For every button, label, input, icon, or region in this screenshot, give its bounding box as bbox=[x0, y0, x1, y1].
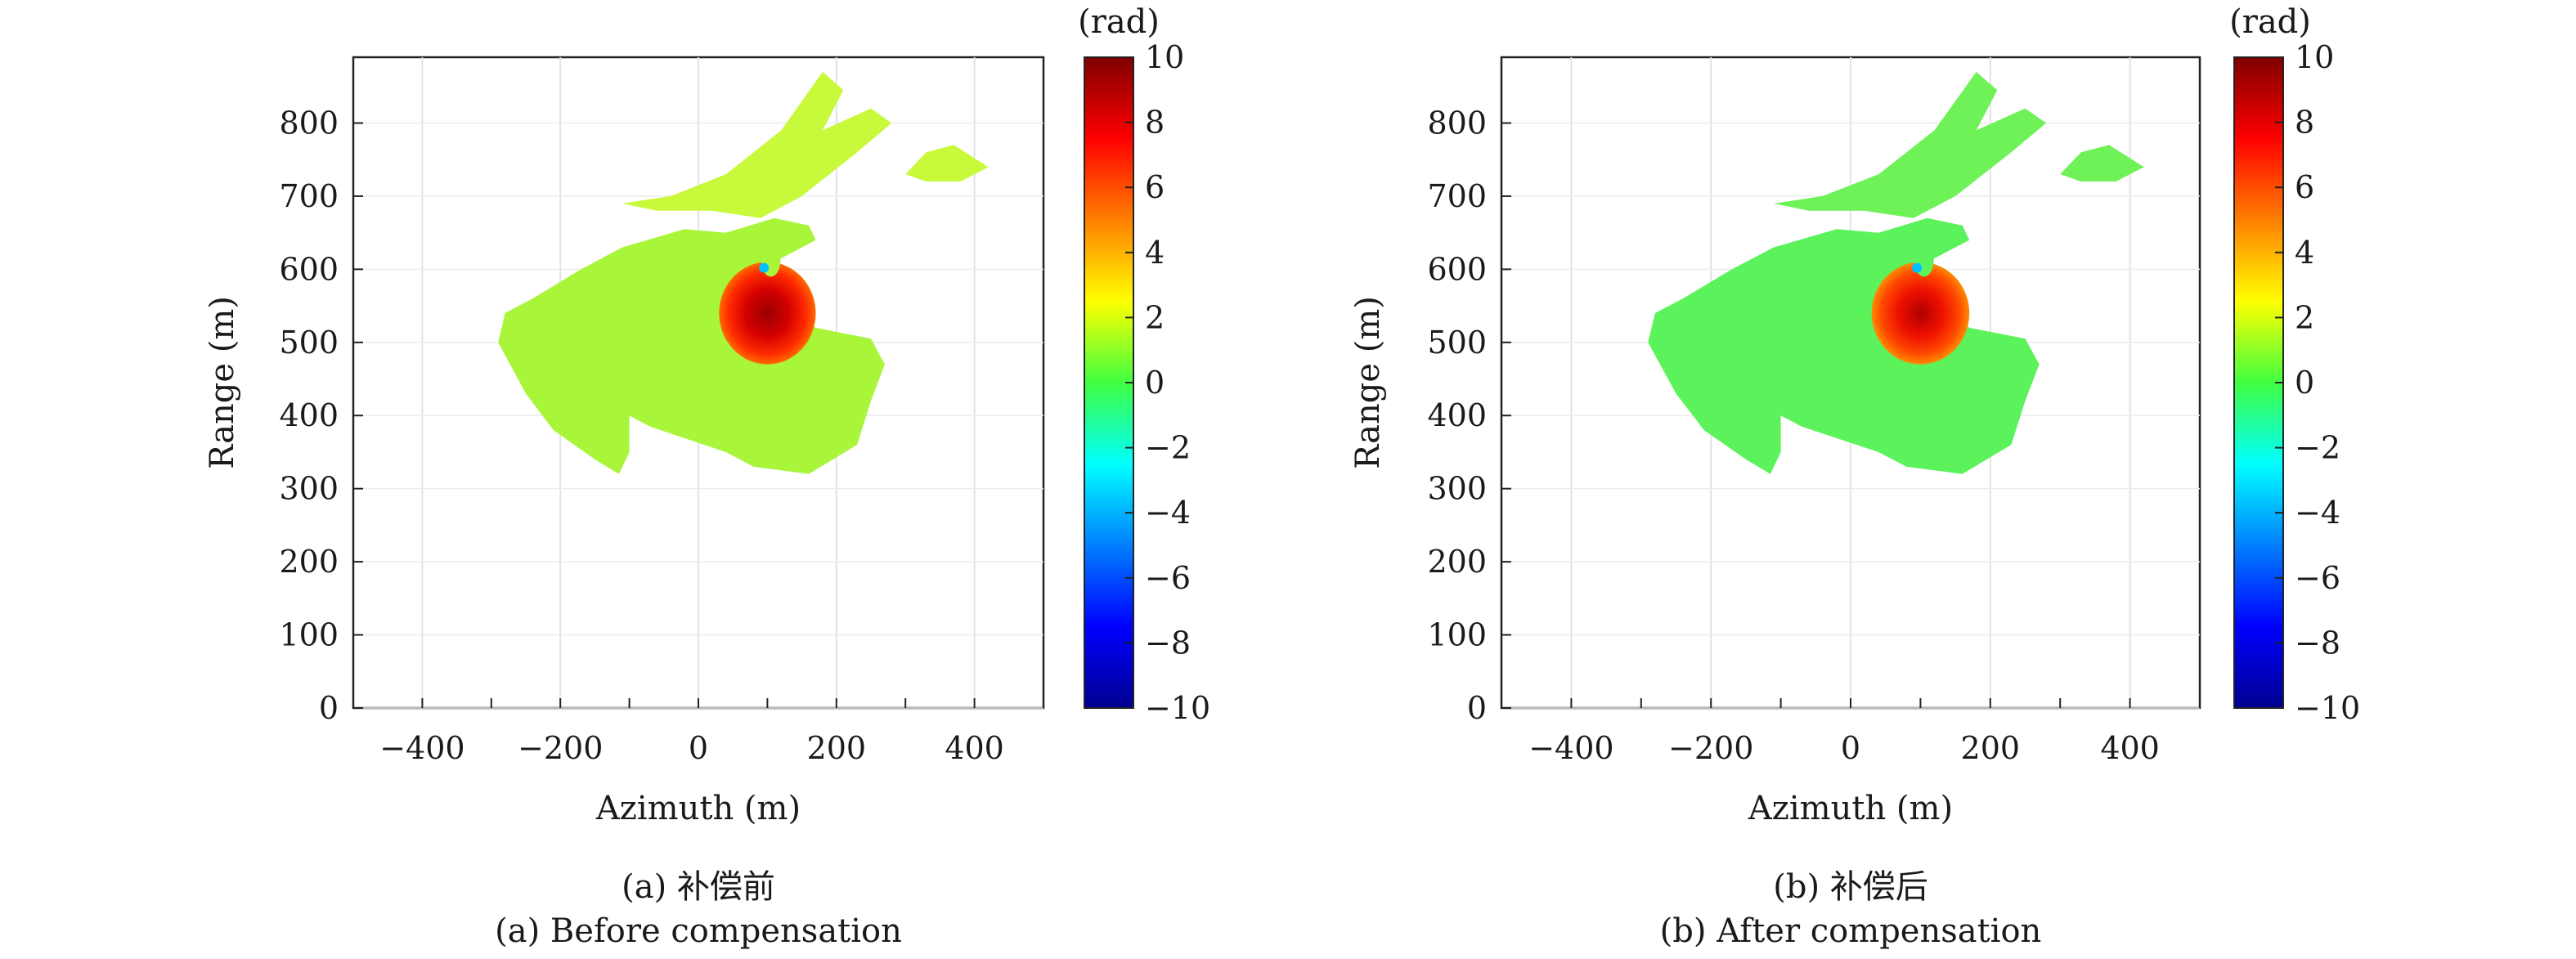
y-tick-label: 100 bbox=[279, 617, 339, 653]
colorbar-tick-label: 10 bbox=[2295, 39, 2334, 75]
y-axis-ticks: 0 100 200 300 400 500 600 700 800 bbox=[279, 105, 363, 726]
phase-region-island bbox=[2060, 145, 2144, 181]
phase-map bbox=[498, 71, 989, 474]
colorbar-tick-label: 8 bbox=[2295, 105, 2314, 141]
colorbar-tick-label: 6 bbox=[1145, 169, 1165, 205]
colorbar-ticks: 10 8 6 4 2 0 −2 −4 −6 −8 −10 bbox=[1125, 39, 1210, 726]
colorbar-tick-label: −6 bbox=[2295, 560, 2340, 596]
x-tick-label: −200 bbox=[518, 730, 603, 766]
colorbar-tick-label: −4 bbox=[2295, 495, 2340, 531]
colorbar-tick-label: 10 bbox=[1145, 39, 1184, 75]
y-tick-label: 700 bbox=[279, 178, 339, 214]
colorbar-tick-label: 4 bbox=[1145, 235, 1165, 271]
colorbar-tick-label: −8 bbox=[1145, 625, 1191, 661]
x-axis-title: Azimuth (m) bbox=[595, 790, 801, 827]
colorbar-tick-label: −2 bbox=[1145, 430, 1191, 466]
phase-peak bbox=[1871, 262, 1970, 365]
colorbar-tick-label: 2 bbox=[2295, 299, 2314, 335]
x-tick-label: −400 bbox=[379, 730, 464, 766]
panel-after-compensation: −400 −200 0 200 400 010020030040050060070080… bbox=[1349, 3, 2360, 950]
x-tick-label: 200 bbox=[807, 730, 867, 766]
colorbar-unit: (rad) bbox=[1078, 3, 1160, 41]
x-tick-label: 0 bbox=[689, 730, 708, 766]
colorbar-tick-label: −8 bbox=[2295, 625, 2340, 661]
caption-chinese: (b) 补偿后 bbox=[1773, 868, 1928, 906]
y-tick-label: 700 bbox=[1427, 178, 1487, 214]
y-tick-label: 400 bbox=[279, 397, 339, 433]
phase-map bbox=[1648, 71, 2144, 474]
x-axis-title: Azimuth (m) bbox=[1748, 790, 1953, 827]
phase-region-main bbox=[1648, 217, 2040, 474]
phase-region-main bbox=[498, 217, 885, 474]
colorbar-tick-label: −10 bbox=[2295, 690, 2360, 726]
phase-region-ridge bbox=[1774, 71, 2047, 218]
colorbar-ticks: 10 8 6 4 2 0 −2 −4 −6 −8 −10 bbox=[2275, 39, 2360, 726]
phase-region-island bbox=[905, 145, 989, 181]
y-axis-title: Range (m) bbox=[204, 296, 241, 469]
phase-peak-tip bbox=[1912, 262, 1923, 273]
colorbar-unit: (rad) bbox=[2229, 3, 2311, 41]
y-tick-label: 200 bbox=[279, 544, 339, 580]
colorbar-tick-label: 0 bbox=[2295, 365, 2314, 401]
caption-chinese: (a) 补偿前 bbox=[622, 868, 775, 906]
caption-english: (a) Before compensation bbox=[495, 912, 902, 950]
x-axis-ticks: −400 −200 0 200 400 bbox=[1501, 698, 2201, 766]
y-tick-label: 300 bbox=[1427, 471, 1487, 507]
x-axis-ticks: −400 −200 0 200 400 bbox=[352, 698, 1044, 766]
y-tick-label: 100 bbox=[1427, 617, 1487, 653]
phase-peak-tip bbox=[759, 262, 770, 273]
y-tick-label: 500 bbox=[1427, 325, 1487, 361]
phase-region-ridge bbox=[622, 71, 892, 218]
y-tick-label: 600 bbox=[279, 251, 339, 287]
y-tick-label: 800 bbox=[1427, 105, 1487, 141]
y-tick-label: 0 bbox=[1467, 690, 1487, 726]
colorbar-tick-label: 8 bbox=[1145, 105, 1165, 141]
x-tick-label: 0 bbox=[1841, 730, 1860, 766]
colorbar-tick-label: −4 bbox=[1145, 495, 1191, 531]
y-tick-label: 500 bbox=[279, 325, 339, 361]
colorbar-tick-label: 6 bbox=[2295, 169, 2314, 205]
y-tick-label: 800 bbox=[279, 105, 339, 141]
y-axis-title: Range (m) bbox=[1349, 296, 1387, 469]
y-tick-label: 300 bbox=[279, 471, 339, 507]
x-tick-label: 200 bbox=[1961, 730, 2021, 766]
x-tick-label: −400 bbox=[1528, 730, 1613, 766]
colorbar-tick-label: 0 bbox=[1145, 365, 1165, 401]
panel-before-compensation: −400 −200 0 200 400 010020030040050060070080… bbox=[204, 3, 1210, 950]
x-tick-label: 400 bbox=[945, 730, 1004, 766]
y-tick-label: 200 bbox=[1427, 544, 1487, 580]
y-tick-label: 400 bbox=[1427, 397, 1487, 433]
colorbar-tick-label: −6 bbox=[1145, 560, 1191, 596]
y-tick-label: 0 bbox=[319, 690, 339, 726]
colorbar-tick-label: 4 bbox=[2295, 235, 2314, 271]
colorbar-tick-label: −10 bbox=[1145, 690, 1210, 726]
phase-peak bbox=[719, 262, 816, 365]
y-axis-ticks: 0 100 200 300 400 500 600 700 800 bbox=[1427, 105, 1511, 726]
x-tick-label: −200 bbox=[1668, 730, 1753, 766]
colorbar-tick-label: 2 bbox=[1145, 299, 1165, 335]
caption-english: (b) After compensation bbox=[1660, 912, 2042, 950]
x-tick-label: 400 bbox=[2100, 730, 2160, 766]
y-tick-label: 600 bbox=[1427, 251, 1487, 287]
colorbar-tick-label: −2 bbox=[2295, 430, 2340, 466]
